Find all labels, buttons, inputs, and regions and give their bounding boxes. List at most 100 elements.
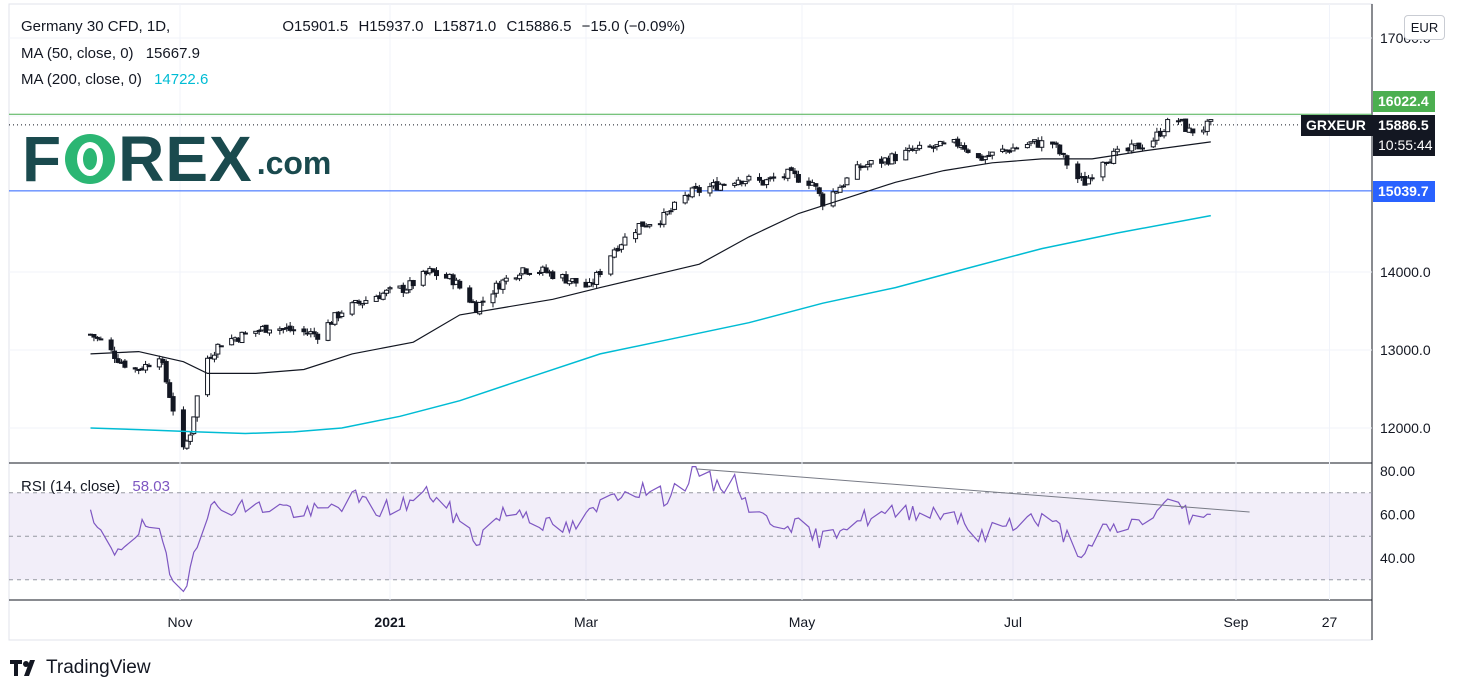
candle	[764, 178, 770, 189]
candle-body	[523, 268, 529, 274]
candle-body	[380, 292, 386, 300]
candle	[359, 302, 365, 309]
candle	[622, 233, 628, 246]
candle	[143, 360, 149, 374]
candle	[594, 270, 600, 289]
candle-body	[647, 224, 653, 227]
candle	[672, 201, 678, 211]
candle	[543, 264, 549, 274]
candle	[1114, 145, 1120, 157]
candle	[1175, 118, 1181, 125]
candle-body	[215, 343, 221, 355]
candle	[477, 301, 483, 316]
candle-body	[400, 284, 406, 293]
candle	[795, 170, 801, 183]
candle	[467, 285, 473, 304]
candle	[380, 291, 386, 301]
candle	[1161, 129, 1167, 139]
candle	[965, 148, 971, 154]
candle	[94, 336, 100, 342]
candle-body	[457, 280, 463, 289]
candle	[927, 144, 933, 148]
rsi-tick-label: 80.00	[1380, 463, 1415, 479]
ohlc-low: L15871.0	[433, 18, 497, 35]
candle	[523, 268, 529, 275]
candle	[742, 180, 748, 187]
symbol-legend[interactable]: Germany 30 CFD, 1D, O15901.5 H15937.0 L1…	[21, 18, 691, 35]
candle	[1053, 141, 1059, 148]
candle-body	[98, 338, 104, 341]
candle	[180, 406, 186, 450]
candle-body	[543, 267, 549, 273]
candle-body	[757, 176, 763, 181]
candle-body	[115, 358, 121, 363]
candle-body	[892, 153, 898, 162]
candle	[892, 151, 898, 164]
rsi-legend[interactable]: RSI (14, close) 58.03	[21, 478, 170, 495]
candle	[1111, 148, 1117, 165]
candle	[1150, 137, 1156, 149]
candle	[1165, 117, 1171, 133]
candle-body	[263, 324, 269, 333]
candle-body	[112, 350, 118, 359]
last-price-tag: 15886.5	[1373, 115, 1435, 136]
candle-body	[982, 156, 988, 161]
forex-logo: F REX .com	[22, 123, 331, 195]
candle	[913, 147, 919, 154]
rsi-tick-label: 40.00	[1380, 550, 1415, 566]
rsi-value: 58.03	[132, 478, 170, 495]
candle-body	[218, 345, 224, 348]
candle	[229, 334, 235, 346]
candle	[457, 279, 463, 290]
candle-body	[597, 271, 603, 275]
candle-body	[503, 277, 509, 282]
candle-body	[339, 312, 345, 318]
candle-body	[785, 168, 791, 179]
price-pane[interactable]	[9, 113, 1372, 450]
candle-body	[633, 232, 639, 240]
candle-body	[854, 164, 860, 180]
candle-body	[566, 280, 572, 285]
candle	[253, 330, 259, 337]
candle	[608, 255, 614, 277]
candle	[1014, 146, 1020, 150]
candle	[718, 182, 724, 191]
candle-body	[477, 301, 483, 315]
candle	[1183, 118, 1189, 132]
candle	[239, 331, 245, 344]
candle	[903, 147, 909, 161]
candle-body	[404, 289, 410, 294]
chart-axes: 17000.014000.013000.012000.080.0060.0040…	[168, 30, 1431, 630]
symbol-title: Germany 30 CFD, 1D,	[21, 18, 171, 35]
candle	[618, 243, 624, 253]
candle-body	[291, 329, 297, 332]
candle	[218, 345, 224, 348]
candle	[480, 296, 486, 307]
ma200-legend[interactable]: MA (200, close, 0) 14722.6	[21, 71, 208, 88]
candle-body	[205, 357, 211, 396]
candle	[636, 223, 642, 235]
candle-body	[837, 186, 843, 193]
candle-body	[146, 364, 152, 368]
ma50-legend[interactable]: MA (50, close, 0) 15667.9	[21, 45, 200, 62]
currency-badge[interactable]: EUR	[1404, 15, 1445, 40]
candle	[1129, 139, 1135, 154]
candle	[820, 192, 826, 211]
candle-body	[962, 145, 968, 150]
candle-body	[163, 361, 169, 383]
tradingview-logo[interactable]: TradingView	[10, 657, 151, 679]
candle-body	[903, 149, 909, 161]
candle-body	[1190, 128, 1196, 134]
candle-body	[1057, 144, 1063, 155]
candle-body	[913, 147, 919, 151]
candle-body	[143, 363, 149, 371]
candle-body	[764, 179, 770, 186]
candle-body	[1208, 119, 1214, 122]
candle-body	[816, 187, 822, 194]
rsi-pane[interactable]	[9, 466, 1372, 593]
candle	[986, 151, 992, 157]
candle-body	[1024, 144, 1030, 149]
candle	[1039, 136, 1045, 152]
candle-body	[661, 211, 667, 225]
